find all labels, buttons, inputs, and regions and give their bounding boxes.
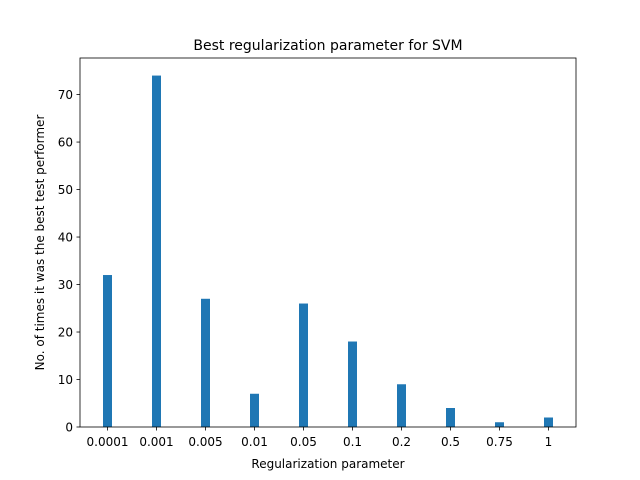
bar-0.05 xyxy=(299,303,308,427)
x-tick-label: 0.001 xyxy=(139,435,173,449)
y-axis-label: No. of times it was the best test perfor… xyxy=(33,115,47,371)
x-tick-label: 1 xyxy=(545,435,553,449)
y-tick-label: 0 xyxy=(65,421,73,435)
bar-0.1 xyxy=(348,341,357,427)
x-tick-label: 0.0001 xyxy=(87,435,129,449)
bar-0.005 xyxy=(201,298,210,427)
x-tick-label: 0.05 xyxy=(290,435,317,449)
x-tick-label: 0.1 xyxy=(343,435,362,449)
x-tick-label: 0.5 xyxy=(441,435,460,449)
bar-0.0001 xyxy=(103,275,112,427)
bar-0.001 xyxy=(152,75,161,427)
y-tick-label: 10 xyxy=(58,373,73,387)
x-tick-label: 0.75 xyxy=(486,435,513,449)
x-tick-label: 0.2 xyxy=(392,435,411,449)
bar-0.01 xyxy=(250,393,259,427)
x-tick-label: 0.01 xyxy=(241,435,268,449)
bar-0.5 xyxy=(446,408,455,427)
x-ticks-group: 0.0001 0.001 0.005 0.01 0.05 0.1 0.2 0.5 0.75 1 xyxy=(87,427,553,449)
y-tick-label: 40 xyxy=(58,231,73,245)
y-tick-label: 50 xyxy=(58,183,73,197)
x-tick-label: 0.005 xyxy=(188,435,222,449)
y-tick-label: 30 xyxy=(58,278,73,292)
y-tick-label: 20 xyxy=(58,326,73,340)
x-axis-label: Regularization parameter xyxy=(251,457,404,471)
y-tick-label: 60 xyxy=(58,136,73,150)
bar-1 xyxy=(544,417,553,427)
plot-frame xyxy=(79,57,577,428)
chart-title: Best regularization parameter for SVM xyxy=(193,38,462,54)
bars-group xyxy=(103,75,553,427)
y-tick-label: 70 xyxy=(58,88,73,102)
bar-0.75 xyxy=(495,422,504,427)
y-ticks-group: 0 10 20 30 40 50 60 70 xyxy=(58,88,80,435)
bar-0.2 xyxy=(397,384,406,427)
